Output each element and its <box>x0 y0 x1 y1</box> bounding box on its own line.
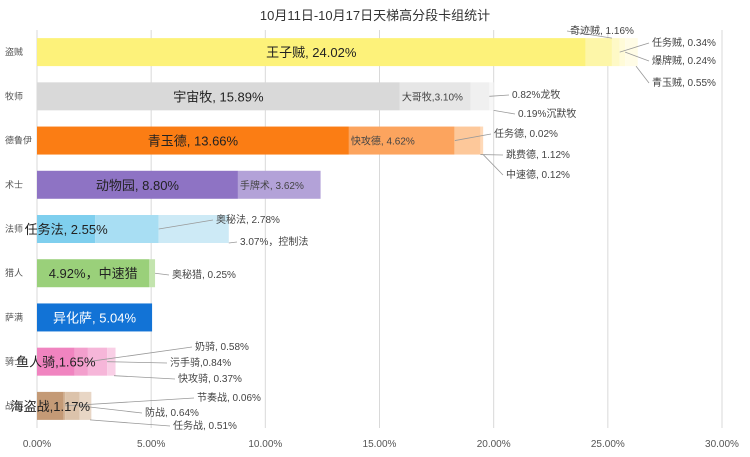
segment-callout-label: 任务德, 0.02% <box>494 127 558 140</box>
bar-segment <box>87 347 108 376</box>
chart-title: 10月11日-10月17日天梯高分段卡组统计 <box>260 8 490 23</box>
leader-line <box>158 219 214 230</box>
bar-segment <box>158 215 229 243</box>
leader-line <box>107 361 168 364</box>
leader-line <box>89 419 171 427</box>
category-label: 德鲁伊 <box>5 135 32 146</box>
segment-callout-label: 3.07%，控制法 <box>240 235 308 248</box>
x-tick-label: 0.00% <box>23 439 51 450</box>
bar-segment <box>79 391 92 420</box>
segment-label: 异化萨, 5.04% <box>53 310 137 325</box>
leader-line <box>493 109 516 115</box>
segment-callout-label: 0.82%龙牧 <box>512 88 560 101</box>
segment-callout-label: 节奏战, 0.06% <box>197 392 261 404</box>
segment-callout-label: 0.19%沉默牧 <box>518 107 576 120</box>
bar-segment <box>454 126 481 155</box>
leader-line <box>619 42 650 53</box>
bar-segment <box>149 259 156 288</box>
bar-segment <box>37 38 586 67</box>
x-tick-label: 25.00% <box>591 439 625 450</box>
category-label: 战士 <box>5 400 23 411</box>
x-tick-label: 5.00% <box>137 439 165 450</box>
x-tick-label: 30.00% <box>705 439 739 450</box>
leader-line <box>154 272 170 276</box>
segment-callout-label: 爆牌贼, 0.24% <box>652 54 716 67</box>
bar-segment <box>37 391 64 420</box>
bar-segment <box>237 170 321 199</box>
bar-segment <box>399 82 471 111</box>
axis-layer: 0.00% 5.00% 10.00% 15.00% 20.00% 25.00% 30.00%… <box>5 46 739 450</box>
segment-label: 手牌术, 3.62% <box>240 179 304 192</box>
leader-line <box>113 375 176 380</box>
x-tick-label: 20.00% <box>477 439 511 450</box>
bar-segment <box>611 38 620 67</box>
category-label: 猎人 <box>5 267 23 278</box>
category-label: 术士 <box>5 179 23 190</box>
bar-segment <box>37 303 153 332</box>
bar-segment <box>37 82 400 111</box>
segment-callout-label: 任务贼, 0.34% <box>652 36 716 49</box>
bar-segment <box>454 126 455 155</box>
bar-segment <box>74 347 88 376</box>
bar-segment <box>625 38 638 67</box>
bar-segment <box>37 215 96 243</box>
leader-line <box>566 30 613 39</box>
bar-segment <box>65 391 80 420</box>
bar-segment <box>619 38 626 67</box>
leader-line <box>79 405 143 414</box>
bar-segment <box>480 126 484 155</box>
leader-line <box>635 65 650 84</box>
category-label: 盗贼 <box>5 46 23 57</box>
leader-line <box>228 241 238 244</box>
segment-label: 4.92%，中速猎 <box>49 266 138 281</box>
segment-callout-label: 任务战, 0.51% <box>173 419 237 432</box>
leader-line <box>625 51 650 62</box>
segment-label: 青玉德, 13.66% <box>148 134 239 149</box>
segment-callout-label: 跳费德, 1.12% <box>506 148 570 161</box>
bar-layer <box>37 38 638 420</box>
segment-callout-label: 奇迹贼, 1.16% <box>570 24 634 37</box>
bar-segment <box>37 259 150 288</box>
leader-line <box>87 346 193 363</box>
segment-callout-label: 中速德, 0.12% <box>506 168 570 181</box>
segment-label: 任务法, 2.55% <box>25 222 109 237</box>
leader-line <box>65 397 195 407</box>
segment-callout-label: 青玉贼, 0.55% <box>652 76 716 89</box>
label-layer: 王子贼, 24.02% 奇迹贼, 1.16% 任务贼, 0.34% 爆牌贼, 0.24… <box>11 24 716 432</box>
bar-segment <box>348 126 455 155</box>
segment-label: 快攻德, 4.62% <box>351 135 415 148</box>
bar-segment <box>37 170 238 199</box>
segment-callout-label: 防战, 0.64% <box>145 406 199 419</box>
category-label: 法师 <box>5 223 23 234</box>
segment-callout-label: 污手骑,0.84% <box>170 356 231 369</box>
x-tick-label: 10.00% <box>248 439 282 450</box>
leader-line <box>489 94 510 97</box>
segment-callout-label: 奥秘猎, 0.25% <box>172 268 236 281</box>
segment-callout-label: 奶骑, 0.58% <box>195 340 249 353</box>
x-tick-label: 15.00% <box>363 439 397 450</box>
segment-label: 宇宙牧, 15.89% <box>173 89 264 104</box>
segment-label: 海盗战,1.17% <box>11 399 91 414</box>
bar-segment <box>95 215 159 243</box>
leader-line <box>482 154 504 176</box>
segment-label: 鱼人骑,1.65% <box>16 355 96 370</box>
bar-segment <box>37 347 75 376</box>
category-label: 骑士 <box>5 356 23 367</box>
category-label: 萨满 <box>5 312 23 322</box>
segment-label: 动物园, 8.80% <box>96 178 180 193</box>
bar-segment <box>470 82 490 111</box>
bar-segment <box>585 38 612 67</box>
leader-line <box>454 133 492 141</box>
leader-layer <box>65 30 650 427</box>
segment-label: 大哥牧,3.10% <box>402 90 463 103</box>
segment-callout-label: 快攻骑, 0.37% <box>178 372 242 385</box>
category-label: 牧师 <box>5 90 23 101</box>
segment-label: 王子贼, 24.02% <box>266 45 357 60</box>
bar-segment <box>37 126 349 155</box>
bar-segment <box>63 391 66 420</box>
segment-callout-label: 奥秘法, 2.78% <box>216 213 280 226</box>
